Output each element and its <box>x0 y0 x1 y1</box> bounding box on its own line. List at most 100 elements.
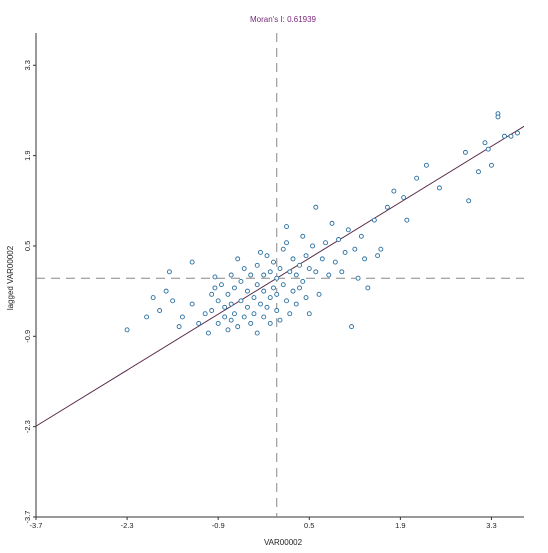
regression-line-path <box>35 125 525 427</box>
chart-title: Moran's I: 0.61939 <box>250 15 317 24</box>
data-point <box>274 275 280 281</box>
data-point <box>284 298 289 304</box>
data-point <box>205 330 211 336</box>
data-point <box>157 308 163 313</box>
data-point <box>228 301 234 307</box>
data-point <box>482 140 488 146</box>
data-point <box>313 204 319 210</box>
data-point <box>323 240 328 246</box>
data-point <box>245 304 250 310</box>
data-point <box>245 288 250 294</box>
data-point <box>189 301 195 307</box>
data-point <box>297 285 302 291</box>
data-point <box>258 249 263 255</box>
y-tick-label: -3.7 <box>23 511 32 524</box>
data-point <box>176 324 182 330</box>
data-point <box>336 237 342 242</box>
data-point <box>170 298 176 304</box>
data-point <box>339 269 345 275</box>
data-point <box>466 198 472 204</box>
data-point <box>303 295 309 301</box>
data-point <box>378 246 384 252</box>
data-point <box>235 324 241 330</box>
data-point <box>371 217 377 223</box>
x-tick-label: 0.5 <box>304 521 314 530</box>
data-point <box>423 162 429 168</box>
data-point <box>303 253 309 259</box>
data-point <box>163 288 169 294</box>
data-point <box>248 272 254 278</box>
data-point <box>462 149 468 155</box>
data-point <box>329 220 335 226</box>
data-point <box>225 327 231 333</box>
y-tick-label: -0.9 <box>23 330 32 343</box>
data-point <box>355 275 361 281</box>
data-point <box>241 266 247 271</box>
data-point <box>342 249 348 255</box>
data-point <box>391 188 397 194</box>
data-point <box>267 320 273 326</box>
data-point <box>290 256 296 262</box>
data-point <box>284 224 289 230</box>
data-point <box>319 256 325 262</box>
data-point <box>232 311 237 317</box>
data-point <box>297 262 302 268</box>
data-point <box>489 162 494 168</box>
data-point <box>352 246 358 252</box>
data-point <box>144 314 150 320</box>
data-point <box>362 256 368 262</box>
data-point <box>209 308 215 313</box>
data-point <box>215 320 221 326</box>
data-point <box>476 169 481 175</box>
data-point <box>495 114 501 120</box>
data-point <box>264 304 270 310</box>
x-tick-label: -2.3 <box>121 521 134 530</box>
data-point <box>316 291 322 297</box>
data-point <box>349 324 355 330</box>
data-point <box>124 327 130 333</box>
data-point <box>248 320 254 326</box>
data-point <box>166 269 172 275</box>
data-point <box>306 266 312 271</box>
data-point <box>196 320 202 326</box>
data-point <box>310 243 315 249</box>
data-point <box>287 311 293 317</box>
data-point <box>414 175 420 181</box>
data-point <box>326 272 332 278</box>
data-point <box>280 282 286 288</box>
data-point <box>277 266 283 271</box>
y-tick-label: 3.3 <box>23 60 32 70</box>
data-point <box>212 274 218 280</box>
data-point <box>261 272 267 278</box>
data-point <box>212 285 218 291</box>
y-tick-label: -2.3 <box>23 420 32 433</box>
data-point <box>251 311 257 317</box>
data-point <box>232 285 237 291</box>
data-point <box>290 288 296 294</box>
data-point <box>267 295 273 301</box>
y-axis-label: lagged VAR00002 <box>6 245 15 310</box>
y-axis-ticks: -3.7 -2.3 -0.9 0.5 1.9 3.3 <box>23 60 36 523</box>
data-point <box>238 298 244 304</box>
x-axis-ticks: -3.7 -2.3 -0.9 0.5 1.9 3.3 <box>30 517 497 530</box>
data-point <box>254 282 260 288</box>
data-point <box>306 311 312 317</box>
data-point <box>332 259 338 265</box>
data-point <box>274 308 280 313</box>
crosshair <box>36 33 524 517</box>
data-point <box>258 301 263 307</box>
data-point <box>300 233 306 239</box>
data-point <box>264 253 270 259</box>
data-points <box>124 111 520 336</box>
data-point <box>404 217 410 223</box>
data-point <box>375 253 381 259</box>
y-tick-label: 1.9 <box>23 150 32 160</box>
data-point <box>293 272 299 278</box>
data-point <box>261 314 267 320</box>
x-tick-label: -3.7 <box>30 521 43 530</box>
y-tick-label: 0.5 <box>23 241 32 251</box>
data-point <box>251 295 257 301</box>
data-point <box>225 291 231 297</box>
data-point <box>365 285 371 291</box>
